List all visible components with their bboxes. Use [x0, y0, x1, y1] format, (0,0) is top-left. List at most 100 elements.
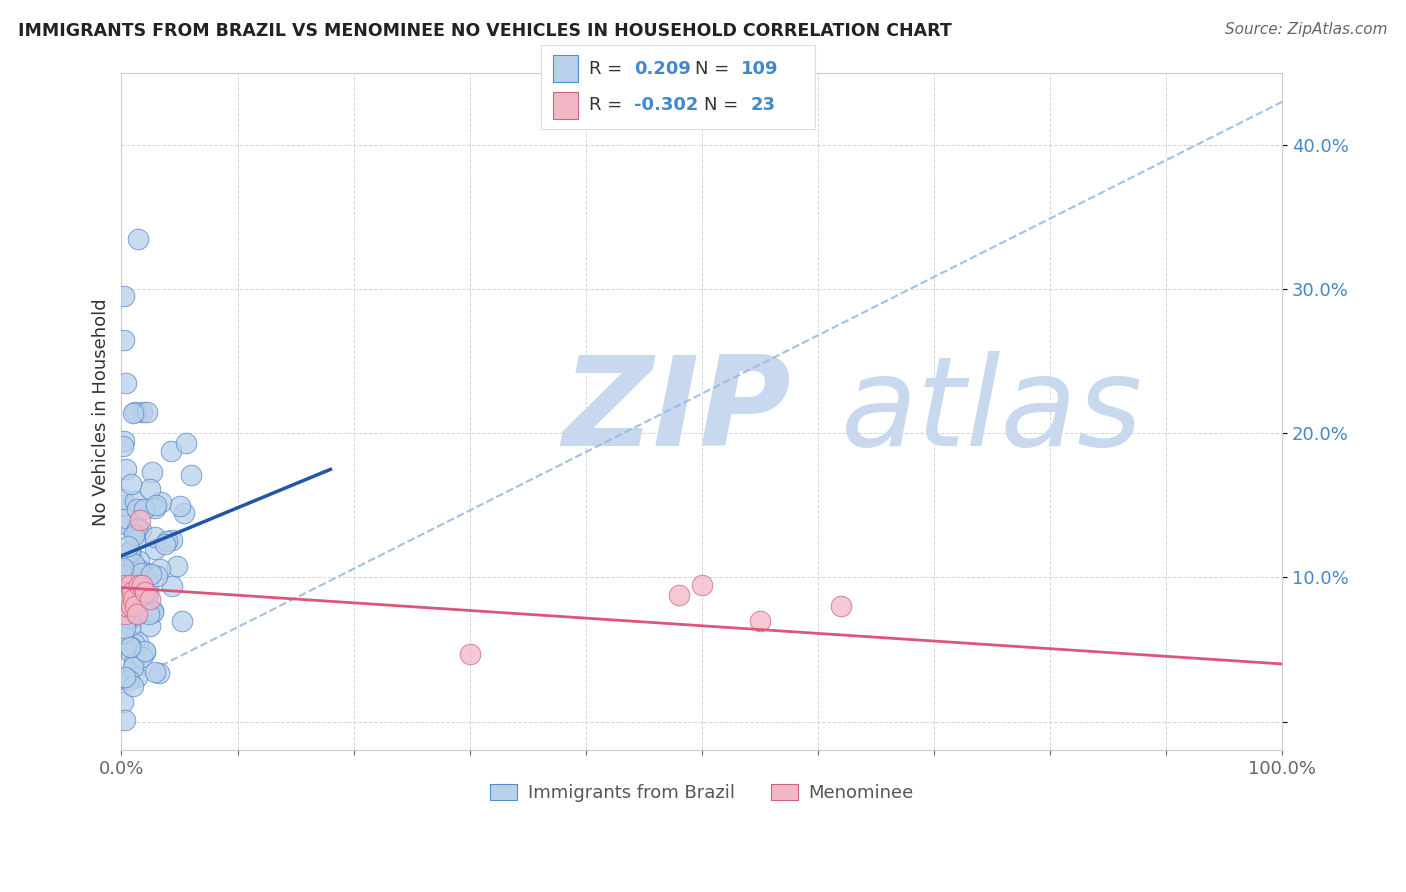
Point — [120, 617, 142, 632]
Text: IMMIGRANTS FROM BRAZIL VS MENOMINEE NO VEHICLES IN HOUSEHOLD CORRELATION CHART: IMMIGRANTS FROM BRAZIL VS MENOMINEE NO V… — [18, 22, 952, 40]
Point — [668, 588, 690, 602]
Point — [122, 583, 145, 598]
Point — [124, 528, 146, 542]
Point — [166, 558, 188, 573]
Point — [115, 599, 138, 614]
Point — [173, 506, 195, 520]
Point — [111, 439, 134, 453]
Point — [139, 602, 162, 616]
Point — [132, 582, 155, 596]
Point — [122, 592, 145, 607]
Point — [117, 579, 139, 593]
Point — [129, 513, 152, 527]
Point — [153, 536, 176, 550]
Point — [132, 502, 155, 516]
Point — [129, 566, 152, 580]
Text: ZIP: ZIP — [562, 351, 792, 472]
Point — [122, 602, 145, 616]
Point — [112, 333, 135, 347]
Point — [134, 604, 156, 618]
Point — [111, 625, 134, 640]
Point — [122, 557, 145, 571]
Point — [114, 607, 136, 621]
Point — [120, 477, 142, 491]
Point — [148, 665, 170, 680]
Point — [125, 519, 148, 533]
Point — [124, 656, 146, 670]
Point — [748, 614, 770, 628]
Point — [114, 511, 136, 525]
Point — [118, 545, 141, 559]
Point — [114, 713, 136, 727]
Point — [134, 644, 156, 658]
Point — [690, 577, 713, 591]
Text: 0.209: 0.209 — [634, 60, 690, 78]
Point — [149, 494, 172, 508]
Point — [112, 289, 135, 303]
Point — [131, 405, 153, 419]
Point — [138, 482, 160, 496]
Point — [114, 621, 136, 635]
Point — [112, 434, 135, 448]
Point — [115, 551, 138, 566]
Point — [121, 660, 143, 674]
Point — [141, 465, 163, 479]
Point — [112, 585, 135, 599]
Point — [170, 615, 193, 629]
Point — [134, 645, 156, 659]
Point — [176, 436, 198, 450]
Point — [156, 533, 179, 548]
Point — [111, 561, 134, 575]
Text: 23: 23 — [751, 96, 776, 114]
Point — [160, 443, 183, 458]
Point — [117, 592, 139, 607]
Point — [122, 605, 145, 619]
Point — [111, 673, 134, 687]
Point — [131, 577, 153, 591]
Point — [160, 533, 183, 547]
Point — [143, 665, 166, 680]
Point — [135, 566, 157, 581]
Point — [138, 607, 160, 621]
Point — [134, 585, 156, 599]
Point — [111, 561, 134, 575]
Point — [124, 494, 146, 508]
Point — [145, 498, 167, 512]
Point — [114, 670, 136, 684]
Point — [145, 541, 167, 556]
Point — [180, 468, 202, 483]
Point — [142, 605, 165, 619]
Point — [117, 518, 139, 533]
Text: R =: R = — [589, 60, 628, 78]
Point — [134, 585, 156, 599]
Point — [169, 499, 191, 513]
Point — [124, 560, 146, 574]
Point — [138, 619, 160, 633]
Point — [124, 589, 146, 603]
Point — [115, 461, 138, 475]
Point — [120, 520, 142, 534]
Point — [117, 539, 139, 553]
Point — [118, 595, 141, 609]
Point — [120, 548, 142, 562]
Point — [125, 502, 148, 516]
Point — [124, 405, 146, 419]
Point — [112, 549, 135, 563]
Point — [830, 599, 852, 614]
Point — [127, 232, 149, 246]
Point — [117, 603, 139, 617]
Point — [114, 577, 136, 591]
Point — [122, 636, 145, 650]
Point — [142, 604, 165, 618]
Point — [115, 632, 138, 646]
Point — [136, 590, 159, 604]
Point — [120, 640, 142, 654]
Point — [124, 570, 146, 584]
Point — [118, 673, 141, 688]
Point — [129, 523, 152, 537]
Point — [124, 606, 146, 620]
Point — [118, 577, 141, 591]
Point — [121, 406, 143, 420]
Point — [129, 563, 152, 577]
Point — [141, 566, 163, 581]
